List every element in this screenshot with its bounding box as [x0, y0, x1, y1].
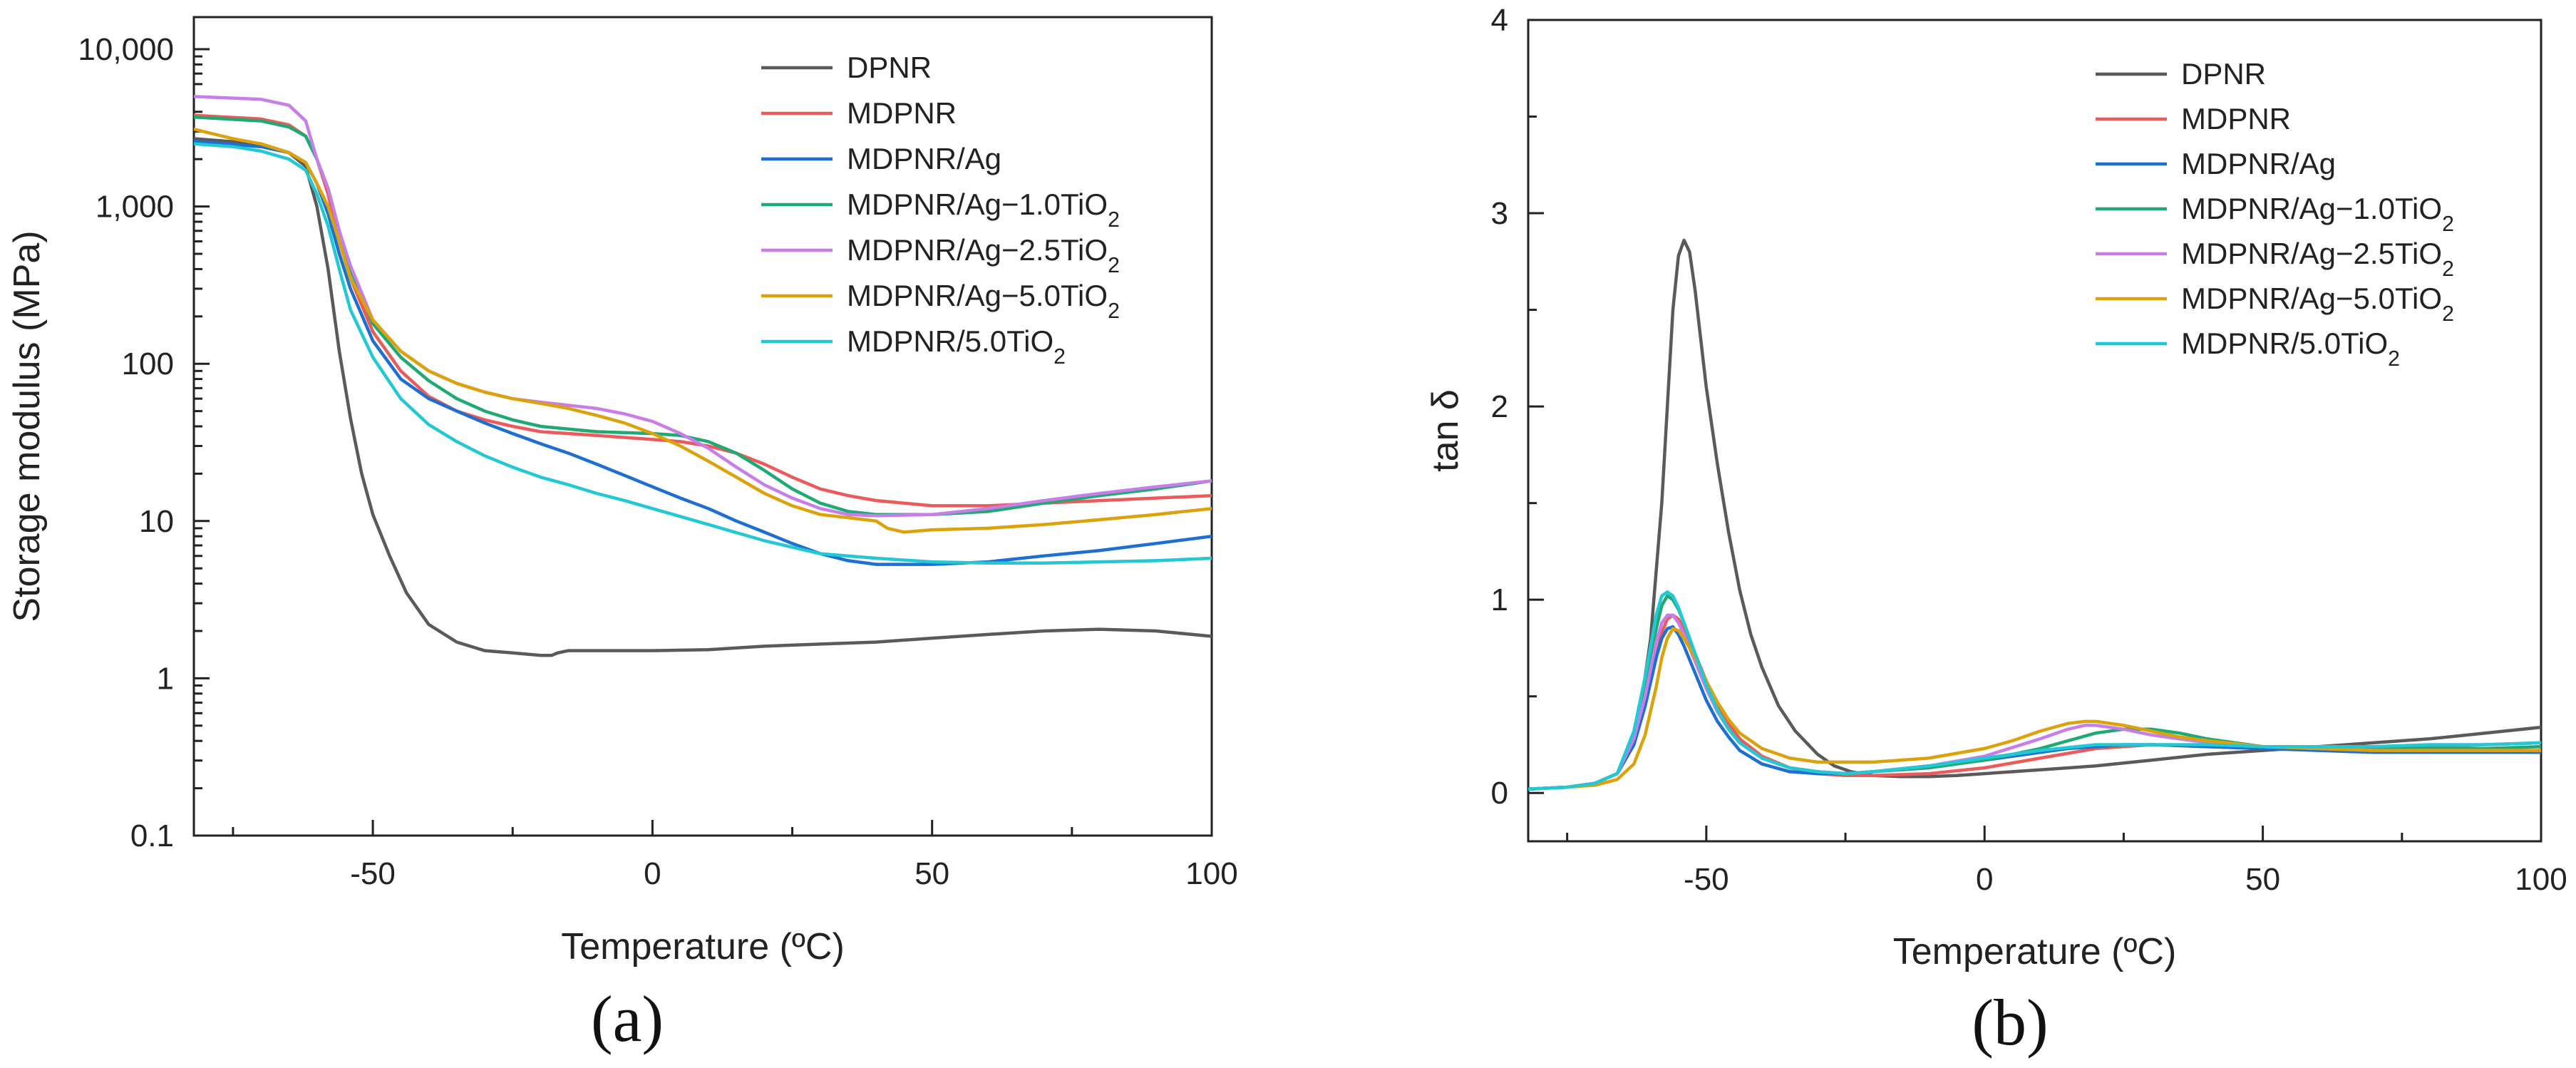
y-tick-label: 100	[122, 346, 174, 381]
chart-panel-b: -50 0 50 100 0 1 2 3 4 DPNR MDPNR MDPNR/Ag MDPNR/Ag−…	[1425, 3, 2567, 1059]
legend-label-dpnr: DPNR	[847, 51, 932, 84]
plot-frame	[1527, 19, 2542, 843]
y-tick-label: 10	[139, 504, 174, 539]
chart-panel-a: -50 0 50 100 0.1 1 10 100 1,000 10,000 DPNR MDPNR MD…	[6, 16, 1238, 1055]
legend-label-mdpnr: MDPNR	[847, 96, 957, 130]
legend-label-dpnr: DPNR	[2181, 57, 2266, 91]
legend-label-mdpnr-ag-1-0tio2: MDPNR/Ag−1.0TiO2	[847, 188, 1120, 232]
series-line-dpnr	[194, 137, 1212, 657]
x-tick-label: 50	[915, 856, 949, 891]
series-line-mdpnr-ag	[194, 139, 1212, 566]
y-tick-label: 10,000	[78, 32, 174, 67]
series-line-mdpnr-ag-5-0tio2	[194, 127, 1212, 534]
legend-label-mdpnr-ag-1-0tio2: MDPNR/Ag−1.0TiO2	[2181, 192, 2454, 236]
panel-label: (a)	[591, 982, 664, 1055]
legend-label-mdpnr-5-0tio2: MDPNR/5.0TiO2	[847, 324, 1066, 369]
x-tick-label: 0	[644, 856, 661, 891]
y-tick-label: 0	[1491, 776, 1508, 811]
x-tick-label: -50	[350, 856, 396, 891]
y-tick-label: 3	[1491, 196, 1508, 231]
legend-label-mdpnr-ag-5-0tio2: MDPNR/Ag−5.0TiO2	[2181, 282, 2454, 326]
y-axis-label: Storage modulus (MPa)	[6, 230, 48, 622]
legend-label-mdpnr-5-0tio2: MDPNR/5.0TiO2	[2181, 327, 2400, 371]
x-axis-label: Temperature (ºC)	[1893, 931, 2177, 972]
y-tick-label: 4	[1491, 3, 1508, 38]
legend-label-mdpnr: MDPNR	[2181, 102, 2291, 135]
y-tick-label: 2	[1491, 389, 1508, 424]
series-line-mdpnr-5-0tio2	[194, 142, 1212, 565]
x-tick-label: -50	[1684, 862, 1729, 897]
y-tick-label: 1	[157, 661, 174, 696]
x-axis-label: Temperature (ºC)	[561, 926, 845, 967]
panel-label: (b)	[1972, 986, 2048, 1059]
series-line-mdpnr-ag	[1528, 625, 2541, 791]
series-line-mdpnr-ag-1-0tio2	[194, 115, 1212, 516]
plot-frame	[192, 16, 1213, 837]
series-group	[194, 95, 1212, 657]
series-line-mdpnr-ag-2-5tio2	[194, 95, 1212, 518]
series-line-dpnr	[1528, 238, 2541, 791]
y-tick-label: 1	[1491, 582, 1508, 617]
y-axis-label: tan δ	[1425, 389, 1466, 472]
x-tick-label: 50	[2245, 862, 2280, 897]
legend-label-mdpnr-ag-2-5tio2: MDPNR/Ag−2.5TiO2	[2181, 237, 2454, 281]
y-tick-label: 1,000	[96, 190, 174, 225]
legend-label-mdpnr-ag: MDPNR/Ag	[2181, 147, 2336, 180]
legend-label-mdpnr-ag-5-0tio2: MDPNR/Ag−5.0TiO2	[847, 279, 1120, 323]
legend-label-mdpnr-ag-2-5tio2: MDPNR/Ag−2.5TiO2	[847, 233, 1120, 277]
legend-label-mdpnr-ag: MDPNR/Ag	[847, 142, 1001, 175]
y-tick-label: 0.1	[130, 818, 174, 853]
x-tick-label: 100	[2515, 862, 2567, 897]
x-tick-label: 100	[1185, 856, 1237, 891]
x-tick-label: 0	[1976, 862, 1993, 897]
series-group	[1528, 238, 2541, 791]
series-line-mdpnr-5-0tio2	[1528, 590, 2541, 791]
series-line-mdpnr-ag-5-0tio2	[1528, 627, 2541, 791]
